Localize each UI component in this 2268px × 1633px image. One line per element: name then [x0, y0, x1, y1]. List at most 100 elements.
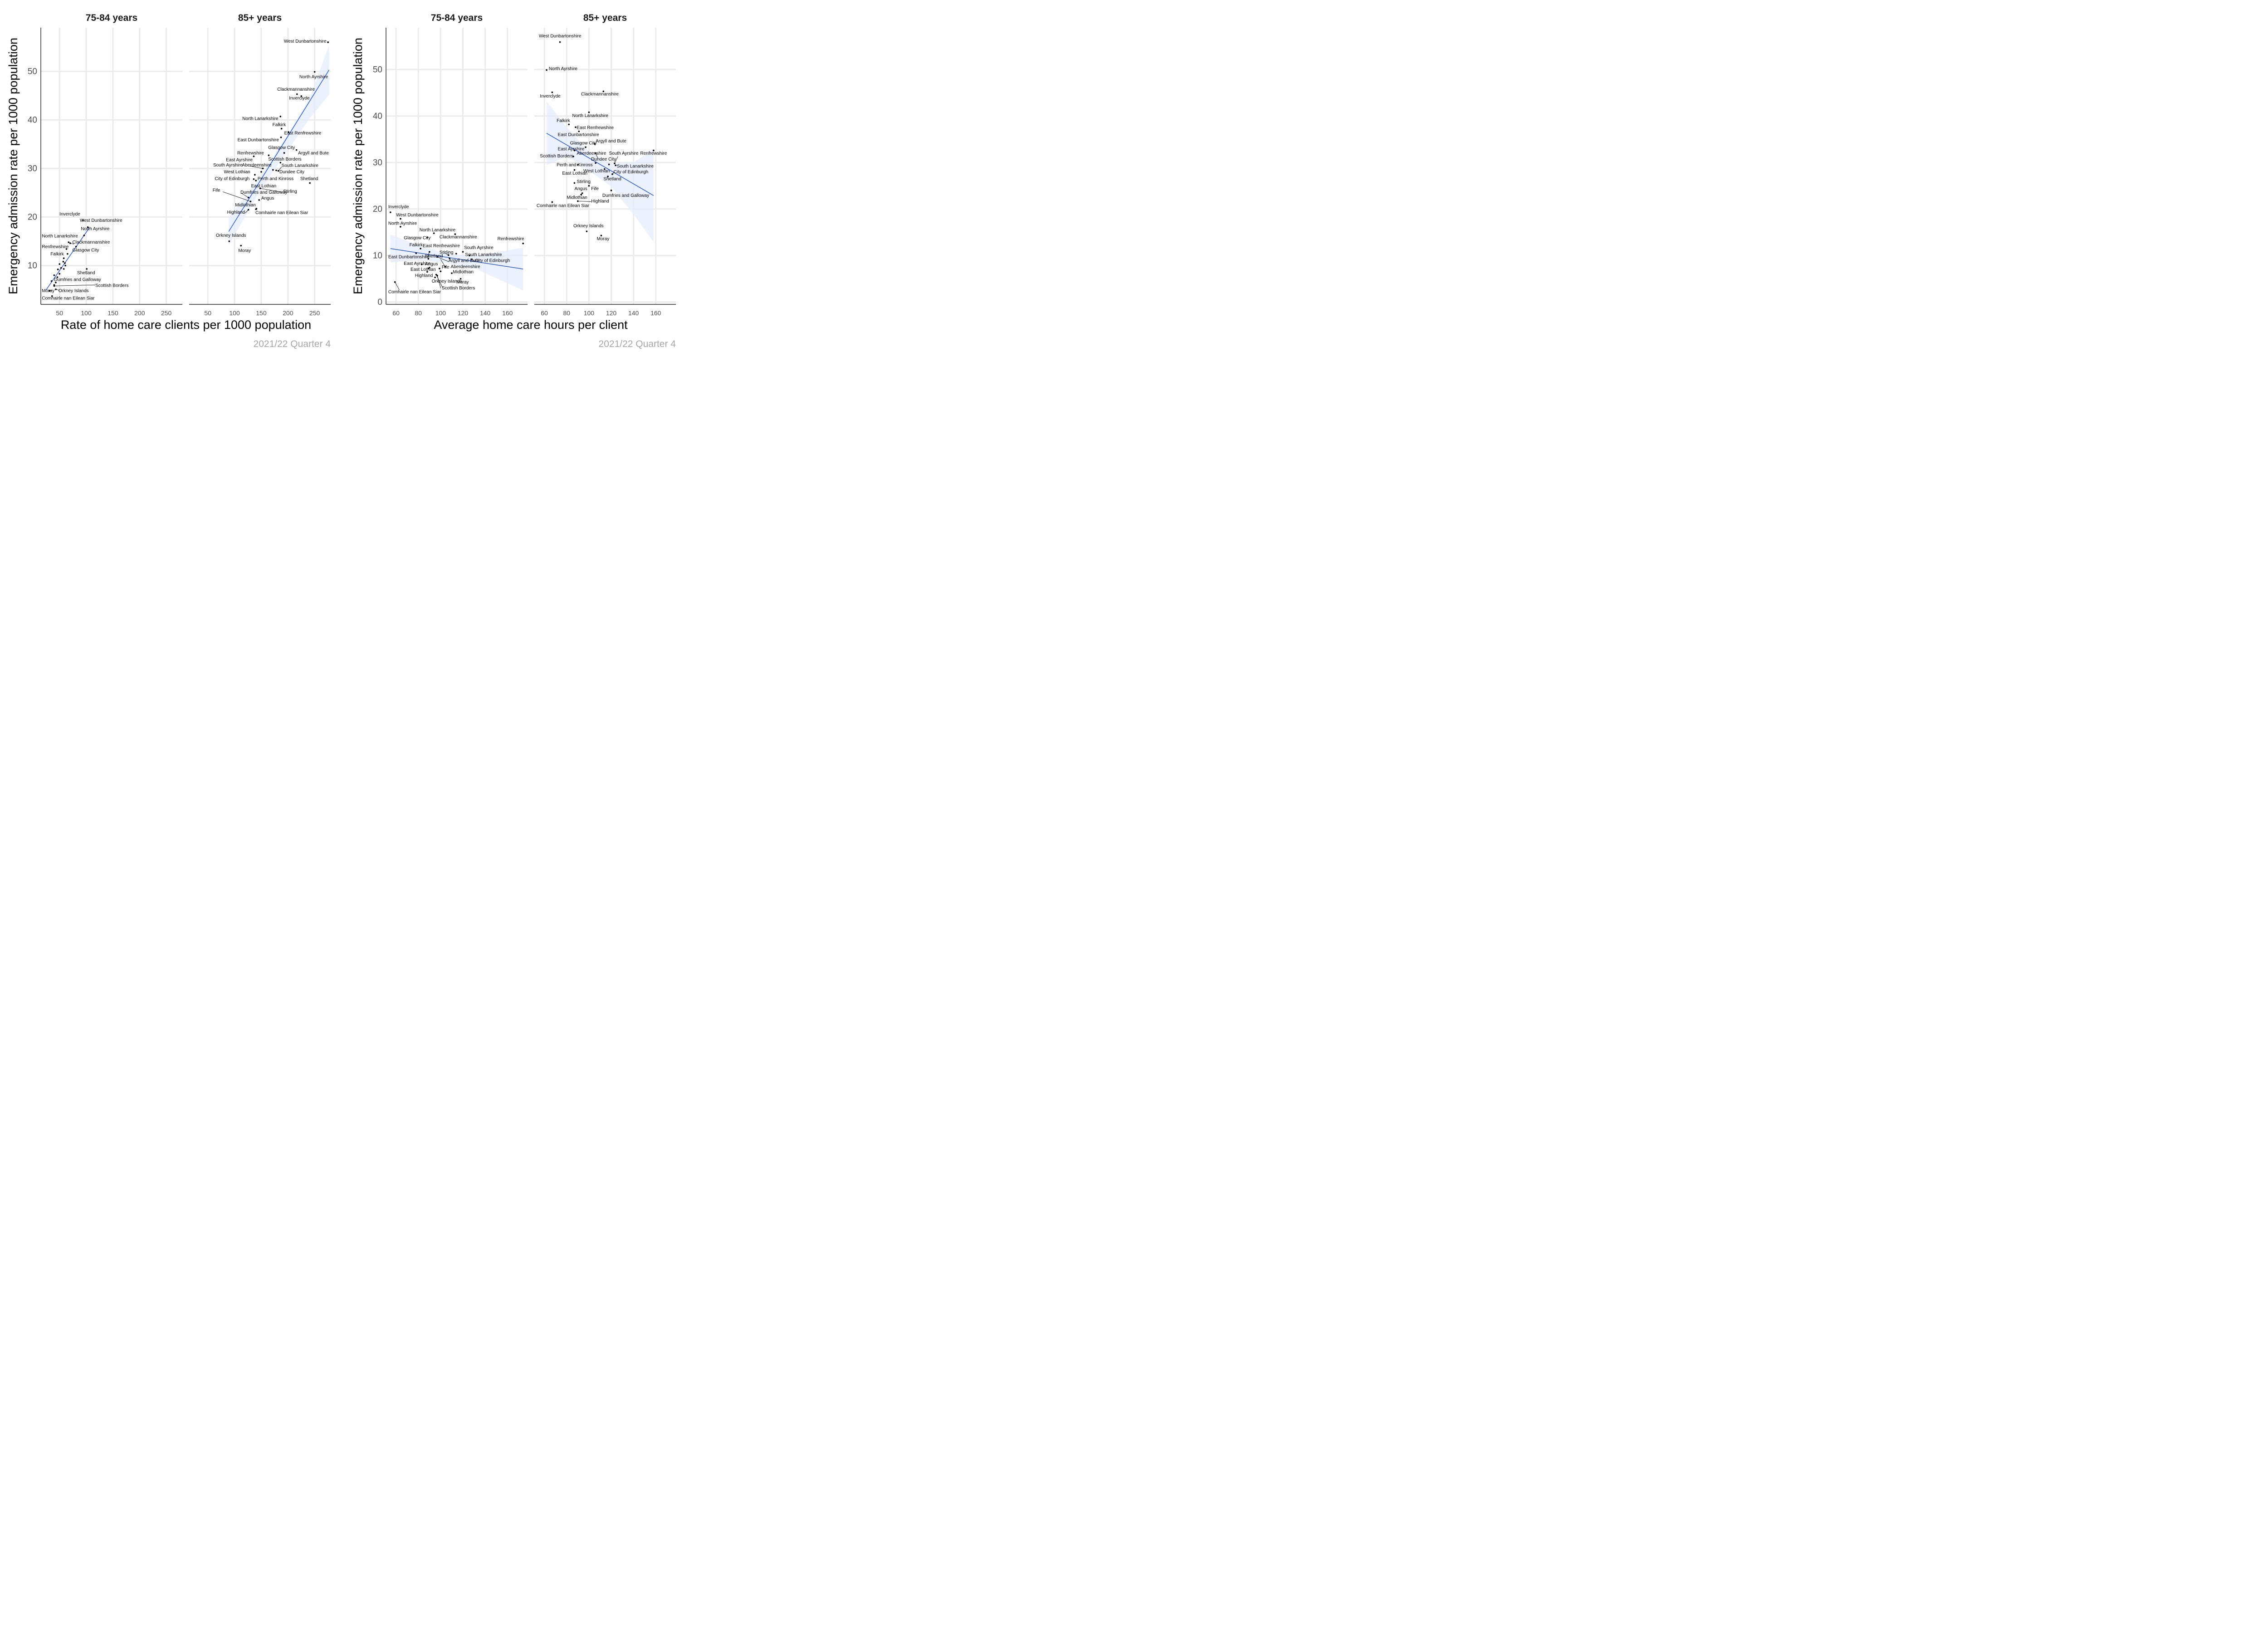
- chart2-facet1-confidence-band: [390, 235, 523, 291]
- chart2-facet2-point-east-lothian: [573, 169, 576, 171]
- chart1-facet2-point-clackmannanshire: [296, 93, 298, 95]
- chart2-facet2-label-dundee-city: Dundee City: [591, 157, 616, 162]
- chart1-facet1-label-north-ayrshire: North Ayrshire: [81, 226, 110, 231]
- chart2-facet1-point-comhairle-nan-eilean-siar: [394, 281, 396, 283]
- chart2-facet2-label-west-dunbartonshire: West Dunbartonshire: [539, 34, 582, 39]
- chart2-facet1-point-highland: [435, 274, 437, 276]
- chart2-facet2-point-north-ayrshire: [546, 69, 547, 71]
- chart2-facet2-title: 85+ years: [583, 13, 627, 23]
- chart1-facet1-point-unlabeled-13: [64, 264, 66, 267]
- chart1-facet1-label-glasgow-city: Glasgow City: [72, 248, 99, 253]
- chart1-facet2-label-east-ayrshire: East Ayrshire: [226, 157, 253, 162]
- chart2-facet1-xtick-140: 140: [480, 309, 491, 317]
- chart1-facet1-xtick-200: 200: [134, 309, 145, 317]
- chart2-facet1-point-east-renfrewshire: [429, 251, 430, 253]
- chart2-facet2-label-east-ayrshire: East Ayrshire: [558, 147, 585, 152]
- chart1-facet1-label-shetland: Shetland: [77, 271, 95, 276]
- chart2-facet1-label-east-renfrewshire: East Renfrewshire: [423, 244, 460, 249]
- chart2-facet2-point-angus: [581, 192, 583, 194]
- chart1-facet2-xtick-250: 250: [309, 309, 320, 317]
- chart2-facet2-point-unlabeled-19: [608, 163, 610, 166]
- chart1-facet2-label-angus: Angus: [261, 196, 274, 201]
- chart2-facet2-point-perth-and-kinross: [577, 164, 579, 166]
- chart2-facet1-point-angus: [420, 264, 423, 265]
- chart1-facet2-label-fife: Fife: [213, 188, 220, 193]
- chart1-facet1-label-orkney-islands: Orkney Islands: [59, 288, 89, 293]
- chart1-facet2-point-east-lothian: [255, 180, 257, 181]
- chart1-facet2-label-west-lothian: West Lothian: [224, 170, 250, 175]
- chart2-facet1-label-north-ayrshire: North Ayrshire: [388, 221, 417, 226]
- chart2-facet1-label-moray: Moray: [456, 280, 469, 285]
- chart1-facet2-label-orkney-islands: Orkney Islands: [216, 233, 246, 238]
- chart2-facet1-label-fife: Fife: [442, 265, 450, 270]
- chart1-facet2-point-city-of-edinburgh: [253, 178, 255, 180]
- chart1-facet2-label-south-ayrshire: South Ayrshire: [213, 163, 243, 168]
- chart2-facet2-label-stirling: Stirling: [577, 179, 591, 184]
- chart2-facet1-ytick-0: 0: [377, 298, 382, 307]
- chart1-y-axis-title: Emergency admission rate per 1000 popula…: [6, 38, 20, 294]
- chart1-facet1-point-unlabeled-21: [50, 280, 53, 282]
- chart2-facet1-point-orkney-islands: [434, 276, 436, 279]
- chart2-facet2-label-city-of-edinburgh: City of Edinburgh: [613, 170, 648, 175]
- chart1-facet2-point-scottish-borders: [268, 154, 270, 156]
- chart2-facet2-label-comhairle-nan-eilean-siar: Comhairle nan Eilean Siar: [537, 204, 590, 209]
- chart1-facet2-point-west-dunbartonshire: [327, 41, 329, 43]
- chart1-facet2-xtick-50: 50: [204, 309, 211, 317]
- chart2-facet2-point-highland: [577, 200, 579, 202]
- chart1-facet2-point-falkirk: [280, 127, 283, 130]
- chart1-facet1-point-shetland: [86, 268, 88, 270]
- chart2-facet2-label-argyll-and-bute: Argyll and Bute: [596, 139, 626, 144]
- chart1-facet2-label-highland: Highland: [227, 210, 245, 215]
- chart2-facet2-point-east-ayrshire: [573, 149, 576, 152]
- chart2-facet2-label-south-ayrshire: South Ayrshire: [609, 151, 639, 156]
- chart2-facet1-ytick-30: 30: [373, 158, 382, 167]
- chart2-caption: 2021/22 Quarter 4: [599, 339, 676, 349]
- chart2-facet1-label-glasgow-city: Glasgow City: [404, 235, 430, 240]
- chart1-facet1-label-renfrewshire: Renfrewshire: [42, 244, 68, 249]
- chart2-facet2-xtick-140: 140: [628, 309, 639, 317]
- chart2-facet1-point-fife: [429, 267, 430, 269]
- chart1-facet1-point-unlabeled-9: [63, 257, 65, 259]
- chart1-facet2-point-west-lothian: [260, 171, 262, 173]
- chart1-facet1-point-renfrewshire: [65, 248, 68, 250]
- chart1-facet2-point-moray: [240, 244, 242, 247]
- chart1-facet1-xtick-150: 150: [108, 309, 118, 317]
- chart2-facet2-point-north-lanarkshire: [588, 111, 590, 113]
- chart2-facet1-point-unlabeled-23: [439, 268, 440, 269]
- chart1-facet2-xtick-150: 150: [256, 309, 267, 317]
- chart2-facet2-point-clackmannanshire: [602, 90, 605, 93]
- chart1-facet2-label-dundee-city: Dundee City: [279, 170, 304, 175]
- chart2-facet1-point-inverclyde: [390, 211, 391, 213]
- chart2-facet1-label-east-dunbartonshire: East Dunbartonshire: [388, 255, 430, 260]
- chart2-facet2-xtick-160: 160: [650, 309, 661, 317]
- chart1-facet2-label-clackmannanshire: Clackmannanshire: [277, 87, 315, 92]
- chart2-facet1-point-unlabeled-17: [449, 257, 450, 259]
- confidence-bands: [229, 45, 654, 291]
- chart2-facet1-label-north-lanarkshire: North Lanarkshire: [420, 228, 456, 233]
- chart2-facet2-point-south-lanarkshire: [615, 164, 617, 166]
- chart2-facet1-label-inverclyde: Inverclyde: [388, 205, 409, 210]
- chart2-facet2-point-comhairle-nan-eilean-siar: [551, 201, 553, 203]
- chart1-facet2-leader-3: [241, 193, 249, 198]
- chart1-facet1-label-dumfries-and-galloway: Dumfries and Galloway: [54, 278, 101, 283]
- chart1-facet2-label-renfrewshire: Renfrewshire: [237, 151, 264, 156]
- chart2-facet2-label-midlothian: Midlothian: [567, 195, 587, 200]
- chart2-facet1-label-renfrewshire: Renfrewshire: [498, 237, 524, 242]
- chart2-facet2-point-stirling: [573, 182, 576, 184]
- chart1-facet1-point-inverclyde: [82, 220, 84, 221]
- chart2-facet1-point-unlabeled-25: [426, 271, 428, 273]
- chart1-facet2-point-east-ayrshire: [279, 161, 282, 164]
- chart1-facet2-point-east-dunbartonshire: [280, 137, 282, 138]
- chart2-facet1-label-south-lanarkshire: South Lanarkshire: [465, 252, 502, 257]
- chart2-y-axis-title: Emergency admission rate per 1000 popula…: [351, 38, 365, 294]
- chart2-facet2-point-dundee-city: [595, 162, 596, 164]
- chart1-facet1-leader-2: [54, 284, 96, 286]
- chart2-facet2-label-glasgow-city: Glasgow City: [570, 141, 597, 146]
- data-points: [49, 41, 655, 297]
- chart2-facet2-label-perth-and-kinross: Perth and Kinross: [557, 163, 593, 168]
- chart1-facet1-point-comhairle-nan-eilean-siar: [51, 295, 53, 297]
- chart2-facet2-point-east-dunbartonshire: [578, 130, 580, 132]
- chart1-facet2-label-aberdeenshire: Aberdeenshire: [242, 163, 272, 168]
- chart1-facet2-trend-line: [228, 69, 330, 232]
